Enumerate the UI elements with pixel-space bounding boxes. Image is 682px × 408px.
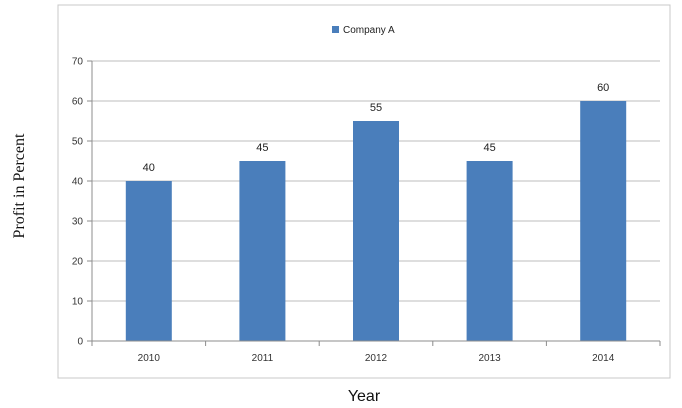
x-tick-label-2013: 2013 (478, 353, 501, 364)
data-label-2012: 55 (370, 102, 382, 114)
y-tick-label-60: 60 (72, 97, 84, 108)
y-tick-labels: 0 10 20 30 40 50 60 70 (72, 57, 84, 348)
x-tick-labels: 2010 2011 2012 2013 2014 (138, 353, 615, 364)
x-tick-label-2010: 2010 (138, 353, 161, 364)
bar-2011 (239, 161, 286, 341)
y-tick-label-0: 0 (77, 337, 83, 348)
data-label-2013: 45 (483, 142, 495, 154)
y-tick-label-30: 30 (72, 217, 84, 228)
bar-2014 (580, 101, 627, 341)
legend-swatch (332, 26, 339, 33)
x-tick-label-2012: 2012 (365, 353, 388, 364)
data-label-2014: 60 (597, 82, 609, 94)
y-axis-title: Profit in Percent (11, 133, 28, 238)
y-tick-label-70: 70 (72, 57, 84, 68)
x-axis-title: Year (348, 388, 381, 405)
legend-label: Company A (343, 25, 395, 36)
data-label-2010: 40 (143, 162, 155, 174)
y-tick-label-50: 50 (72, 137, 84, 148)
bar-2012 (353, 121, 399, 341)
y-tick-label-10: 10 (72, 297, 84, 308)
legend: Company A (332, 25, 395, 36)
x-tick-label-2011: 2011 (252, 353, 274, 364)
bars (125, 101, 627, 341)
data-labels: 40 45 55 45 60 (143, 82, 610, 174)
axes (87, 60, 661, 346)
bar-2013 (466, 161, 513, 341)
y-tick-label-40: 40 (72, 177, 84, 188)
data-label-2011: 45 (256, 142, 268, 154)
y-tick-label-20: 20 (72, 257, 84, 268)
bar-2010 (125, 181, 172, 341)
x-tick-label-2014: 2014 (592, 353, 615, 364)
